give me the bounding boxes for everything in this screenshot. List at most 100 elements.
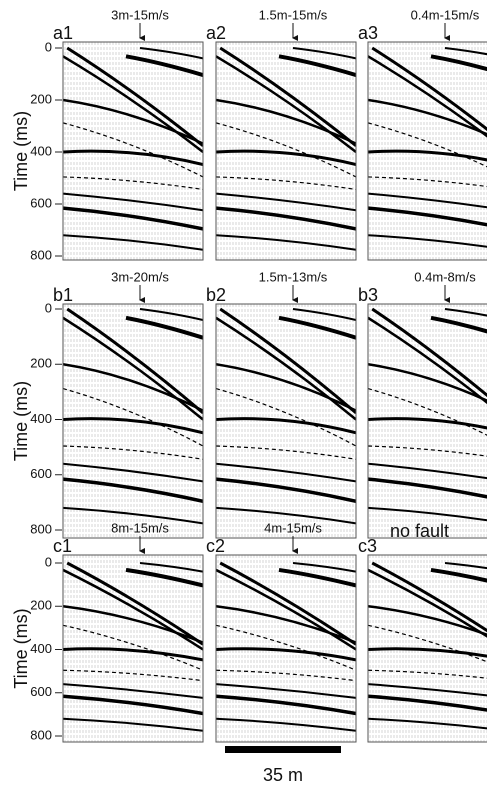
seismic-event (63, 717, 203, 732)
seismic-event (216, 462, 356, 483)
seismic-event (216, 477, 356, 503)
panel: a3 0.4m-15m/s (358, 7, 487, 261)
seismic-event (371, 307, 487, 398)
seismic-event (216, 624, 356, 671)
seismic-event (216, 149, 356, 166)
y-tick-label: 600 (30, 195, 52, 210)
panel-frame (62, 303, 204, 539)
seismic-event (292, 308, 356, 322)
y-tick-label: 400 (30, 411, 52, 426)
seismic-section (216, 555, 356, 742)
y-tick-label: 800 (30, 521, 52, 536)
seismic-event (278, 315, 356, 340)
panel-label: c2 (206, 536, 225, 556)
seismic-event (216, 647, 356, 662)
seismic-event (63, 363, 203, 412)
y-tick-label: 0 (45, 554, 52, 569)
panel: b1 3m-20m/s (53, 269, 204, 539)
seismic-event (368, 234, 487, 248)
seismic-event (368, 694, 487, 712)
seismic-event (66, 46, 203, 147)
seismic-event (368, 176, 487, 188)
seismic-event (368, 316, 487, 405)
seismic-event (368, 122, 487, 168)
panel-title: 0.4m-8m/s (414, 269, 476, 284)
y-tick-label: 200 (30, 598, 52, 613)
panel: c3 no fault (358, 521, 487, 743)
seismic-event (63, 98, 203, 145)
panel-title: 8m-15m/s (111, 520, 169, 535)
panel-title: 1.5m-13m/s (259, 269, 328, 284)
seismic-event (66, 561, 203, 646)
y-tick-label: 400 (30, 641, 52, 656)
seismic-event (219, 307, 356, 415)
seismic-event (368, 568, 487, 638)
panel-title: 3m-15m/s (111, 7, 169, 22)
seismic-event (368, 55, 487, 138)
seismic-event (219, 46, 356, 147)
seismic-event (368, 506, 487, 522)
seismic-event (63, 506, 203, 525)
seismic-event (278, 54, 356, 77)
seismic-event (368, 387, 487, 436)
seismic-event (368, 98, 487, 136)
seismic-event (368, 669, 487, 679)
seismic-section (368, 304, 487, 538)
panel-title: no fault (390, 521, 449, 541)
seismic-event (368, 445, 487, 457)
seismic-event (292, 562, 356, 573)
seismic-event (216, 316, 356, 421)
seismic-event (368, 417, 487, 430)
seismic-event (368, 206, 487, 227)
seismic-event (430, 315, 487, 334)
panel-frame (215, 554, 357, 743)
panel-label: b2 (206, 285, 226, 305)
seismic-section (368, 42, 487, 260)
seismic-event (66, 307, 203, 415)
seismic-event (216, 445, 356, 460)
panel: a2 1.5m-15m/s (206, 7, 357, 261)
panel-label: a3 (358, 23, 378, 43)
panel-title: 4m-15m/s (264, 520, 322, 535)
panel: a1 3m-15m/s (53, 7, 204, 261)
seismic-event (219, 561, 356, 646)
seismic-event (63, 417, 203, 435)
seismic-event (63, 462, 203, 483)
y-tick-label: 800 (30, 727, 52, 742)
seismic-event (216, 234, 356, 251)
y-tick-label: 200 (30, 91, 52, 106)
seismic-event (368, 717, 487, 730)
seismic-event (63, 568, 203, 651)
seismic-event (216, 387, 356, 447)
panel-label: b3 (358, 285, 378, 305)
seismic-event (368, 624, 487, 663)
panel-label: c3 (358, 536, 377, 556)
seismic-event (63, 316, 203, 421)
seismic-event (368, 363, 487, 402)
seismic-event (292, 47, 356, 60)
seismic-event (216, 192, 356, 212)
seismic-event (63, 683, 203, 699)
y-tick-label: 600 (30, 466, 52, 481)
seismic-event (216, 694, 356, 716)
seismic-event (368, 149, 487, 162)
panel: c2 4m-15m/s (206, 520, 357, 743)
seismic-event (430, 54, 487, 72)
y-axis-label: Time (ms) (11, 381, 31, 461)
seismic-event (368, 605, 487, 637)
seismic-event (368, 647, 487, 658)
seismic-section (63, 304, 203, 538)
panel-title: 1.5m-15m/s (259, 7, 328, 22)
seismic-event (216, 98, 356, 145)
panel-frame (215, 303, 357, 539)
seismic-event (444, 47, 487, 56)
seismic-event (63, 647, 203, 662)
seismic-event (63, 694, 203, 716)
seismic-event (63, 669, 203, 682)
seismic-event (216, 55, 356, 153)
seismic-section (216, 42, 356, 260)
y-tick-label: 600 (30, 684, 52, 699)
seismic-event (371, 561, 487, 633)
seismic-section (368, 555, 487, 742)
seismic-event (430, 567, 487, 583)
